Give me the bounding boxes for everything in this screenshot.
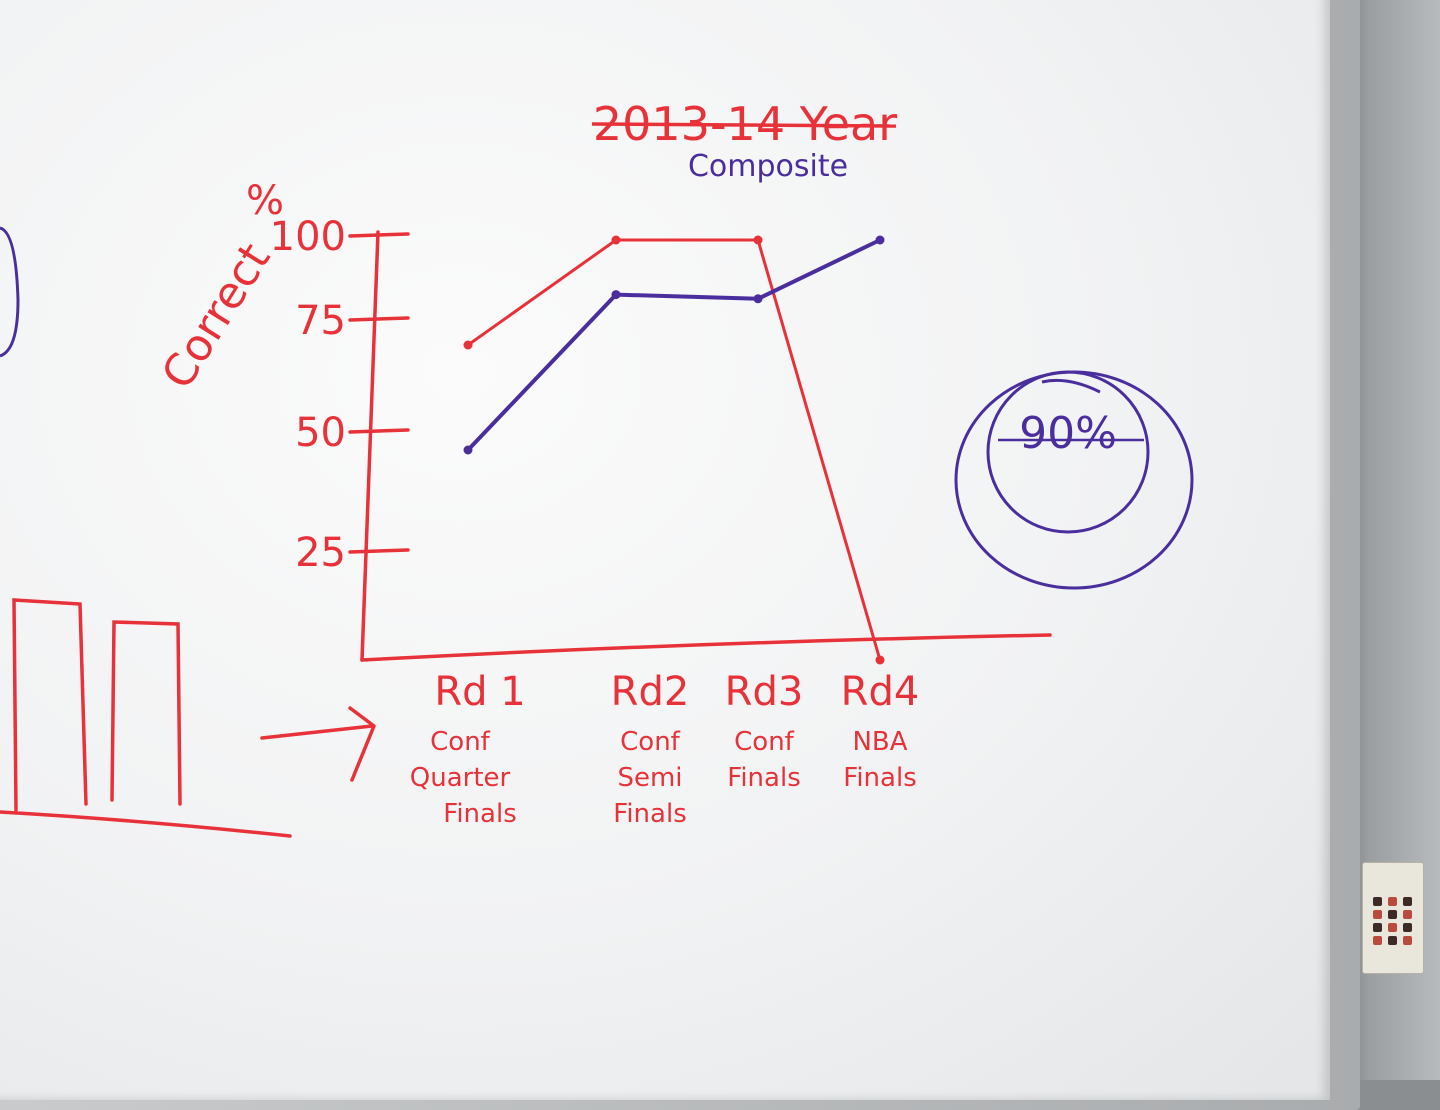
y-axis	[360, 230, 380, 662]
whiteboard-chart: 100 75 50 25 Rd 1 Conf Quarter Finals Rd2 Conf Se…	[0, 97, 1194, 838]
series-1-point-2	[611, 235, 621, 245]
x-round-name-1-3: Finals	[443, 799, 516, 829]
title-strikethrough	[591, 122, 897, 128]
series-1-point-1	[463, 340, 473, 350]
series-2-point-4	[875, 235, 885, 245]
partial-bar-drawing	[0, 598, 292, 838]
x-round-name-2-2: Semi	[617, 763, 682, 793]
x-round-name-4-2: Finals	[843, 763, 916, 793]
y-tick-mark-75	[348, 316, 410, 322]
series-2-point-2	[611, 290, 621, 300]
outlet-jack	[1373, 897, 1382, 906]
outlet-jack	[1388, 923, 1397, 932]
chart-series	[463, 235, 885, 665]
series-2-point-1	[463, 445, 473, 455]
x-round-label-2: Rd2	[611, 669, 690, 715]
x-round-name-3-2: Finals	[727, 763, 800, 793]
y-axis-unit: %	[246, 178, 284, 224]
outlet-jack	[1373, 923, 1382, 932]
chart-subtitle: Composite	[688, 149, 848, 184]
series-1-point-4	[875, 655, 885, 665]
series-1-point-3	[753, 235, 763, 245]
x-round-name-4-1: NBA	[852, 727, 907, 757]
outlet-jack	[1373, 910, 1382, 919]
y-tick-mark-100	[348, 232, 410, 238]
whiteboard	[0, 0, 1330, 1100]
y-tick-label-100: 100	[270, 214, 346, 260]
y-tick-mark-25	[348, 548, 410, 554]
x-round-name-2-3: Finals	[613, 799, 686, 829]
x-tick-labels: Rd 1 Conf Quarter Finals Rd2 Conf Semi Finals Rd…	[410, 669, 920, 829]
outlet-jack	[1403, 910, 1412, 919]
x-round-name-2-1: Conf	[620, 727, 681, 757]
outlet-jack	[1403, 923, 1412, 932]
y-tick-label-25: 25	[295, 530, 346, 576]
series-line-2	[466, 238, 882, 452]
outlet-jack	[1388, 910, 1397, 919]
outlet-jack	[1373, 936, 1382, 945]
x-round-name-1-2: Quarter	[410, 763, 511, 793]
annotation-label: 90%	[1019, 408, 1117, 459]
y-tick-marks: 100 75 50 25	[270, 214, 410, 576]
x-axis	[360, 633, 1052, 662]
outlet-jack	[1388, 936, 1397, 945]
chart-axes	[360, 230, 1052, 662]
annotation-circles	[954, 370, 1194, 590]
wall-outlet	[1362, 862, 1424, 974]
x-round-label-4: Rd4	[841, 669, 920, 715]
partial-blue-box	[0, 226, 20, 358]
y-axis-label: Correct	[152, 235, 280, 398]
arrow-icon	[260, 706, 376, 782]
y-tick-label-75: 75	[295, 298, 346, 344]
outlet-jack	[1403, 936, 1412, 945]
outlet-jack	[1388, 897, 1397, 906]
x-round-name-3-1: Conf	[734, 727, 795, 757]
x-round-name-1-1: Conf	[430, 727, 491, 757]
outlet-jack	[1403, 897, 1412, 906]
x-round-label-3: Rd3	[725, 669, 804, 715]
y-tick-mark-50	[348, 428, 410, 434]
series-line-1	[466, 238, 882, 662]
y-tick-label-50: 50	[295, 410, 346, 456]
x-round-label-1: Rd 1	[434, 669, 525, 715]
series-2-point-3	[753, 294, 763, 304]
